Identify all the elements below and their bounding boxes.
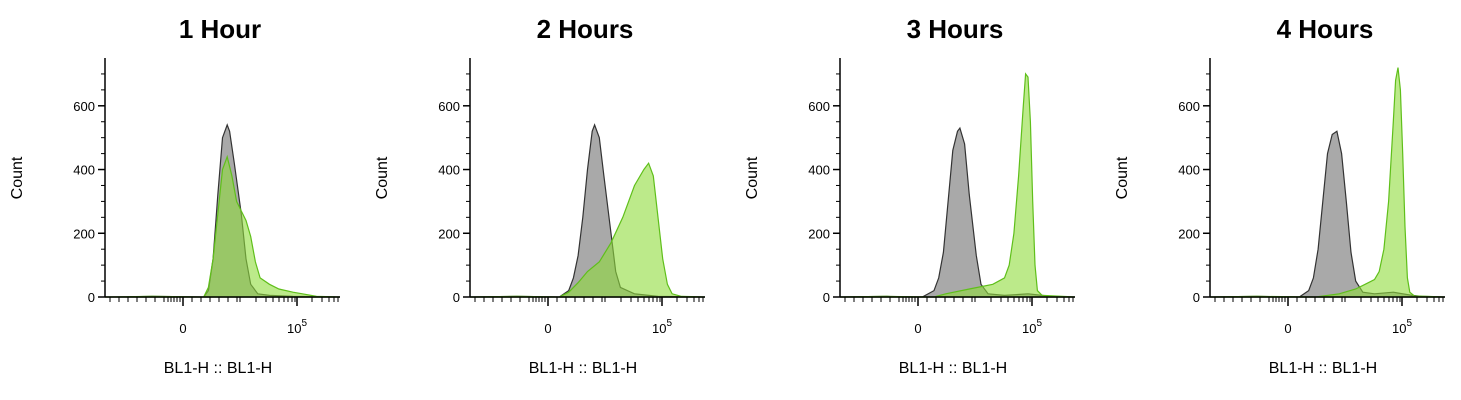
x-axis-label: BL1-H :: BL1-H [529,360,637,377]
control-histogram-area [839,126,1076,298]
y-tick-label: 200 [73,226,95,241]
y-tick-label: 200 [808,226,830,241]
x-tick-label-exponent: 5 [301,318,307,329]
x-tick-label-exponent: 5 [1406,318,1412,329]
x-axis-label: BL1-H :: BL1-H [899,360,1007,377]
x-tick-label-base: 10 [652,321,666,336]
x-tick-label-exponent: 5 [1036,318,1042,329]
y-tick-label: 600 [1178,99,1200,114]
x-tick-label: 0 [544,321,551,336]
y-axis-label: Count [374,156,391,199]
sample-histogram-area [104,154,341,298]
y-tick-label: 200 [438,226,460,241]
x-tick-label-base: 0 [1284,321,1291,336]
x-tick-label: 0 [1284,321,1291,336]
x-tick-label: 105 [1022,318,1042,336]
x-tick-label-base: 10 [1392,321,1406,336]
x-tick-label-base: 0 [914,321,921,336]
histogram-panel: 3 Hours 0 200 400 600 0 105 BL1-H :: BL1-H Count [735,0,1095,400]
x-tick-label-exponent: 5 [666,318,672,329]
sample-histogram-area [1209,67,1446,298]
x-tick-label: 105 [287,318,307,336]
y-tick-label: 0 [88,290,95,305]
sample-histogram-area [469,161,706,298]
x-tick-label: 0 [179,321,186,336]
y-tick-label: 400 [808,163,830,178]
panel-title: 3 Hours [907,14,1004,44]
y-axis-label: Count [744,156,761,199]
x-axis-label: BL1-H :: BL1-H [1269,360,1377,377]
y-tick-label: 200 [1178,226,1200,241]
x-tick-label-base: 0 [544,321,551,336]
histogram-panel: 4 Hours 0 200 400 600 0 105 BL1-H :: BL1-H Count [1105,0,1461,400]
x-tick-label-base: 0 [179,321,186,336]
histogram-panel: 2 Hours 0 200 400 600 0 105 BL1-H :: BL1-H Count [365,0,725,400]
histogram-panel: 1 Hour 0 200 400 600 0 105 BL1-H :: BL1-H Count [0,0,360,400]
y-tick-label: 0 [453,290,460,305]
x-tick-label-base: 10 [287,321,301,336]
panel-title: 4 Hours [1277,14,1374,44]
y-tick-label: 600 [73,99,95,114]
x-tick-label: 105 [1392,318,1412,336]
x-tick-label: 105 [652,318,672,336]
y-tick-label: 400 [1178,163,1200,178]
y-tick-label: 600 [808,99,830,114]
y-tick-label: 0 [823,290,830,305]
y-tick-label: 600 [438,99,460,114]
y-tick-label: 400 [438,163,460,178]
sample-histogram-area [839,72,1076,298]
x-tick-label-base: 10 [1022,321,1036,336]
x-axis-label: BL1-H :: BL1-H [164,360,272,377]
y-tick-label: 0 [1193,290,1200,305]
y-tick-label: 400 [73,163,95,178]
y-axis-label: Count [1114,156,1131,199]
y-axis-label: Count [9,156,26,199]
control-histogram-area [1209,130,1446,298]
panel-title: 2 Hours [537,14,634,44]
panel-title: 1 Hour [179,14,261,44]
x-tick-label: 0 [914,321,921,336]
